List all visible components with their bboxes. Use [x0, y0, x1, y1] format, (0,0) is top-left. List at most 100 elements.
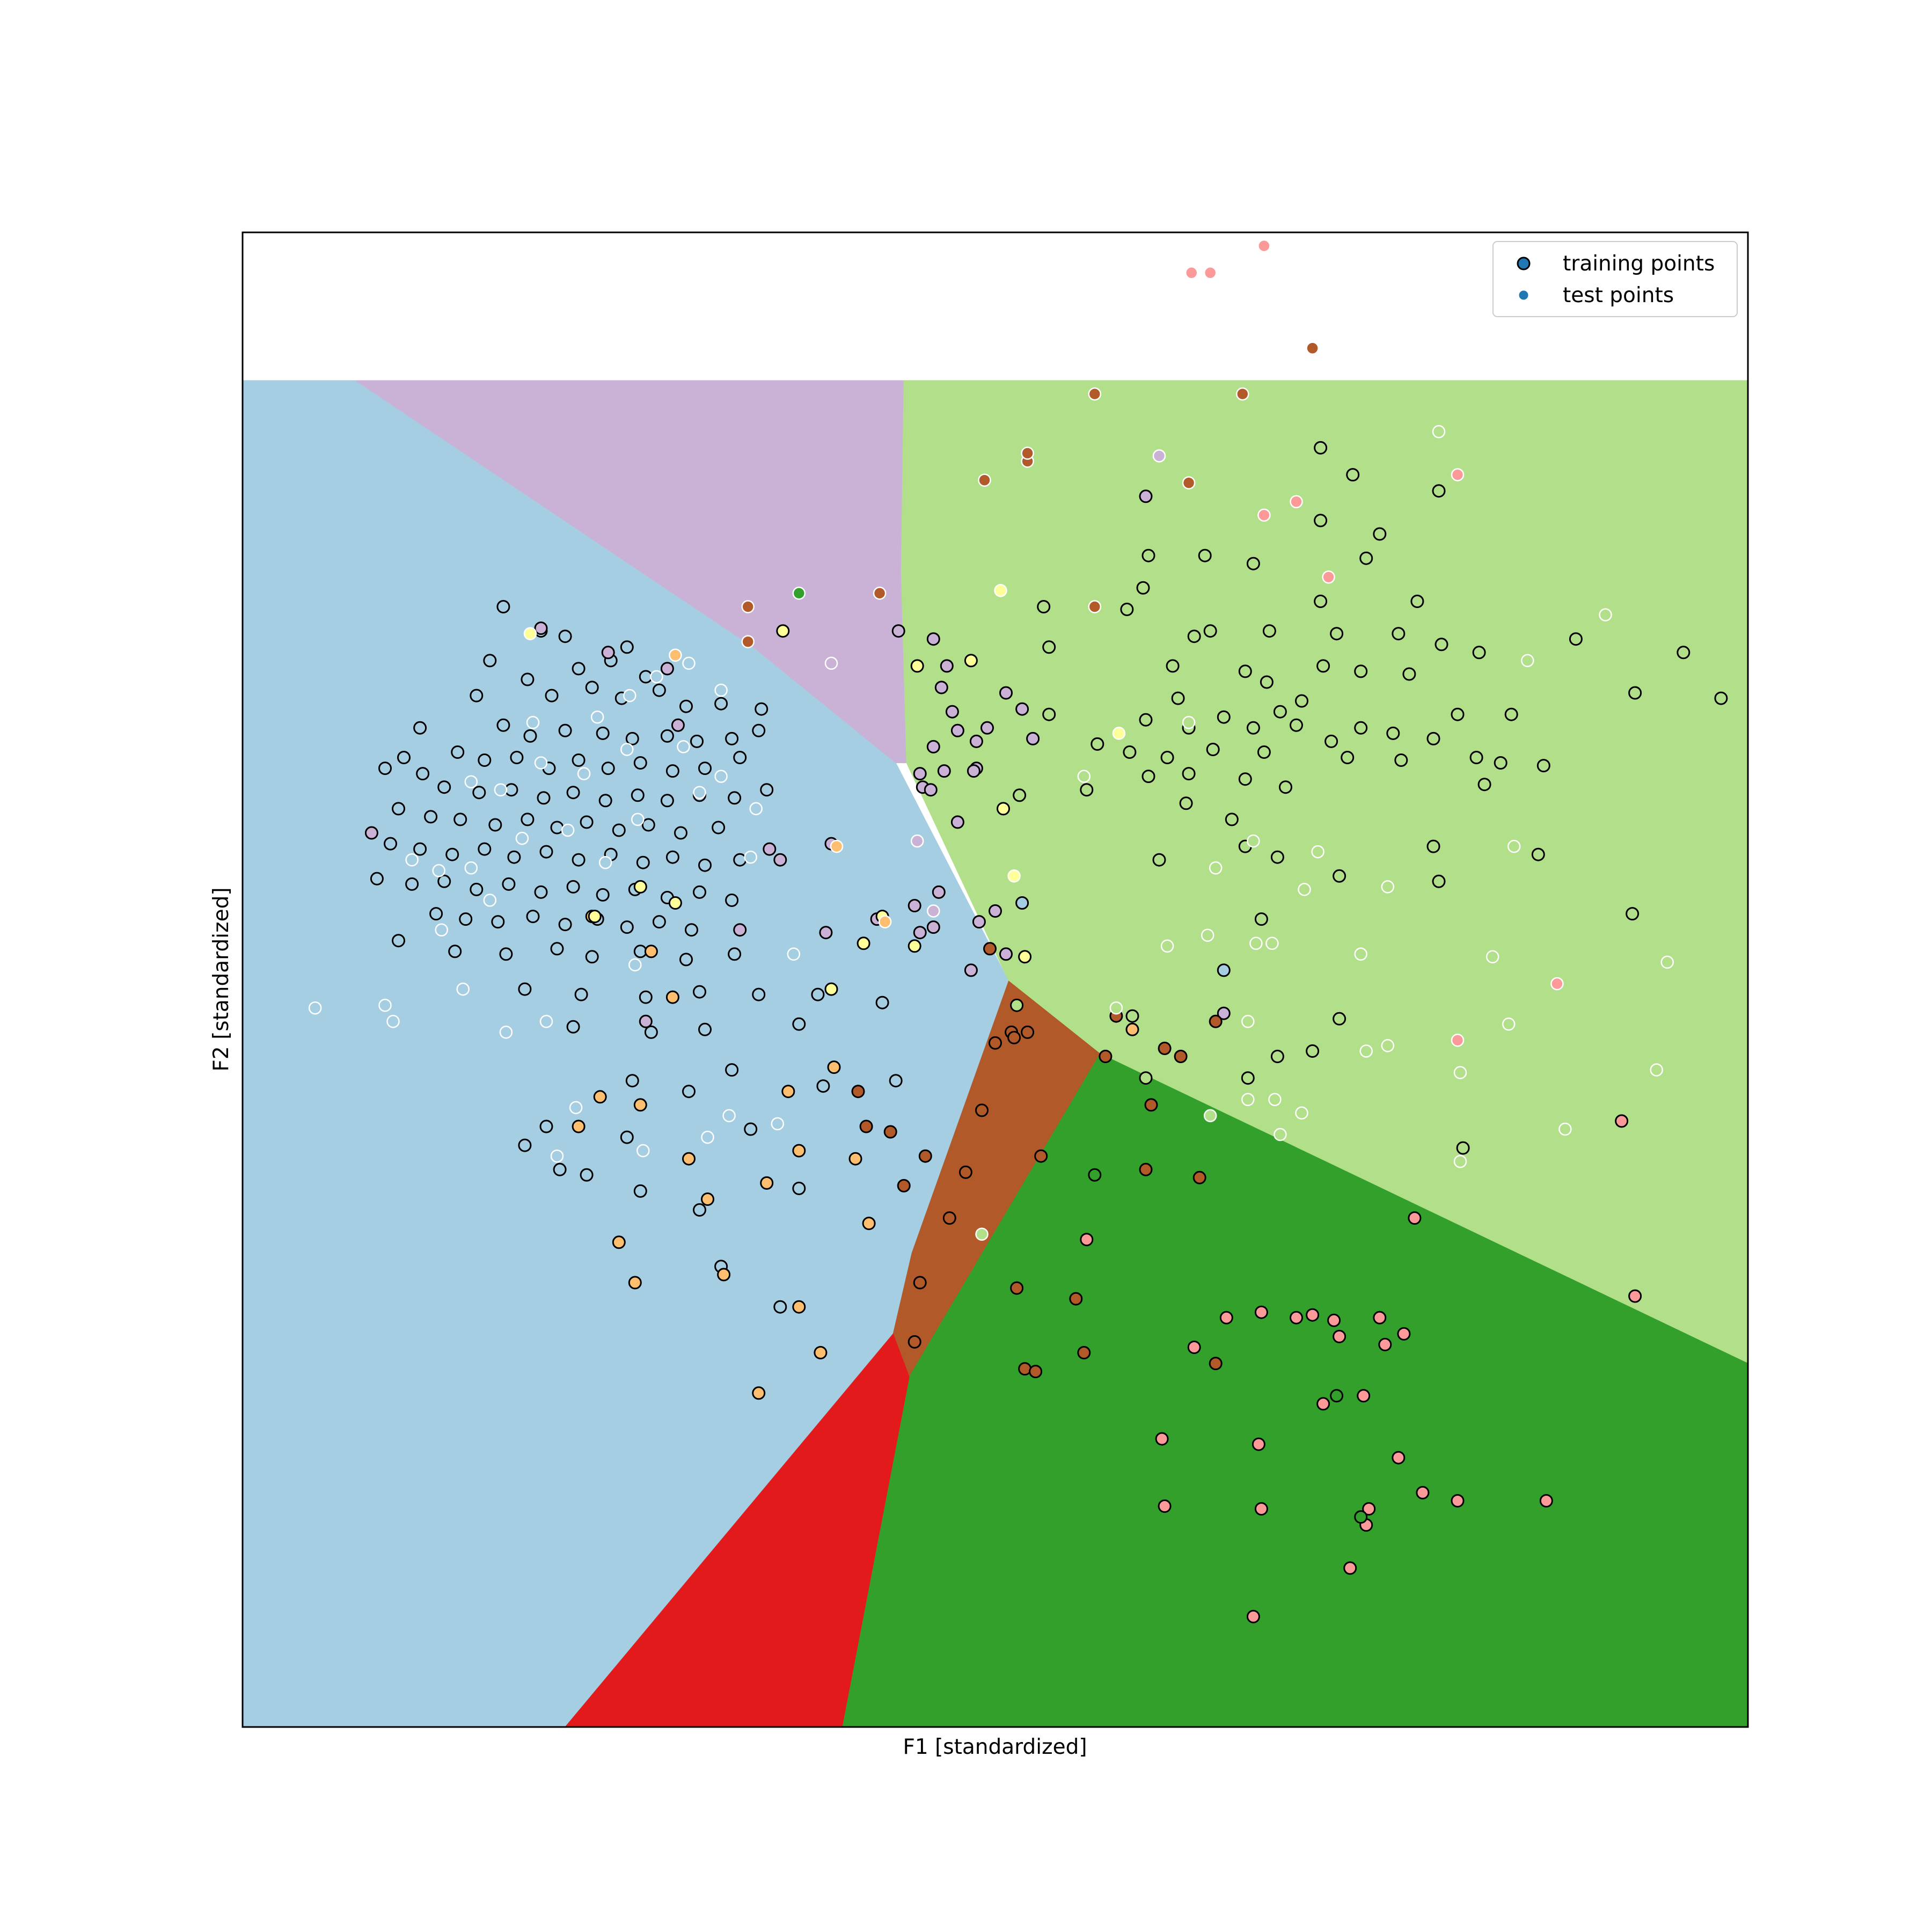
- training-point: [1714, 691, 1728, 705]
- training-point: [682, 1085, 696, 1099]
- training-point: [1402, 667, 1416, 681]
- training-point: [1354, 664, 1368, 678]
- test-point: [1007, 869, 1021, 883]
- test-point: [693, 786, 706, 799]
- test-point: [464, 775, 478, 788]
- training-point: [545, 689, 559, 702]
- test-point: [1660, 955, 1674, 969]
- training-point: [698, 762, 712, 775]
- training-point: [698, 1022, 712, 1036]
- test-point: [534, 756, 548, 770]
- training-point: [502, 877, 516, 891]
- test-point: [1451, 1034, 1465, 1047]
- training-point: [553, 1162, 567, 1176]
- training-point: [980, 721, 994, 735]
- test-point: [669, 648, 682, 662]
- training-point: [725, 731, 739, 745]
- training-point: [1324, 734, 1338, 748]
- training-point: [908, 939, 921, 953]
- training-point: [693, 1203, 706, 1217]
- training-point: [585, 950, 599, 964]
- training-point: [950, 815, 964, 829]
- training-point: [975, 1103, 989, 1117]
- training-point: [665, 990, 679, 1004]
- training-point: [752, 1386, 766, 1400]
- training-point: [518, 982, 532, 996]
- test-point: [1184, 266, 1198, 280]
- training-point: [1628, 1289, 1642, 1303]
- training-point: [572, 753, 586, 767]
- training-point: [728, 791, 742, 805]
- training-point: [862, 1217, 876, 1231]
- training-point: [1007, 1030, 1021, 1044]
- training-point: [612, 823, 626, 837]
- training-point: [1378, 1337, 1392, 1351]
- test-point: [701, 1130, 714, 1144]
- training-point: [1333, 1012, 1346, 1026]
- test-point: [677, 740, 690, 753]
- training-point: [693, 985, 706, 999]
- training-point: [910, 659, 924, 673]
- training-point: [701, 1192, 714, 1206]
- training-point: [526, 910, 540, 924]
- test-point: [1257, 508, 1271, 522]
- test-point: [1381, 880, 1395, 894]
- test-point: [515, 831, 529, 845]
- training-point: [1029, 1365, 1043, 1379]
- training-point: [445, 847, 459, 861]
- training-point: [1362, 1502, 1376, 1516]
- test-point: [1381, 1039, 1395, 1052]
- training-point: [668, 896, 682, 910]
- training-point: [792, 1144, 806, 1158]
- training-point: [1677, 646, 1690, 660]
- training-point: [1198, 548, 1212, 562]
- legend-box: [1492, 241, 1738, 317]
- training-point: [1314, 441, 1328, 455]
- training-point: [1341, 751, 1355, 764]
- training-point: [633, 756, 647, 770]
- training-point: [760, 783, 774, 797]
- training-point: [733, 751, 747, 764]
- training-point: [811, 987, 825, 1001]
- training-point: [752, 723, 766, 737]
- training-point: [945, 705, 959, 719]
- training-point: [558, 918, 572, 932]
- training-point: [1273, 705, 1287, 719]
- training-point: [596, 726, 610, 740]
- training-point: [1295, 694, 1308, 708]
- training-point: [1123, 745, 1137, 759]
- test-point: [636, 1144, 650, 1158]
- test-point: [910, 834, 924, 848]
- training-point: [1615, 1114, 1629, 1128]
- training-point: [883, 1125, 897, 1139]
- training-point: [1246, 557, 1260, 570]
- training-point: [593, 1090, 607, 1104]
- training-point: [1139, 713, 1153, 727]
- training-point: [1539, 1494, 1553, 1507]
- test-point: [494, 783, 508, 796]
- training-point: [1408, 1211, 1422, 1225]
- training-point: [1238, 772, 1252, 786]
- training-point: [572, 853, 586, 867]
- training-point: [1262, 624, 1276, 638]
- training-point: [1018, 1362, 1032, 1376]
- training-point: [908, 899, 921, 912]
- training-point: [1125, 1009, 1139, 1023]
- training-point: [776, 624, 790, 638]
- training-point: [488, 818, 502, 832]
- test-point: [873, 587, 887, 600]
- training-point: [504, 783, 518, 797]
- training-point: [725, 1063, 739, 1077]
- test-points: [308, 239, 1674, 1241]
- training-point: [633, 1184, 647, 1198]
- training-point: [942, 1211, 956, 1225]
- training-point: [518, 1138, 532, 1152]
- training-point: [1279, 780, 1292, 794]
- test-point: [483, 894, 497, 907]
- training-point: [934, 680, 948, 694]
- training-point: [628, 1276, 642, 1290]
- test-point: [787, 947, 801, 961]
- training-point: [1225, 813, 1239, 826]
- training-point: [598, 794, 612, 808]
